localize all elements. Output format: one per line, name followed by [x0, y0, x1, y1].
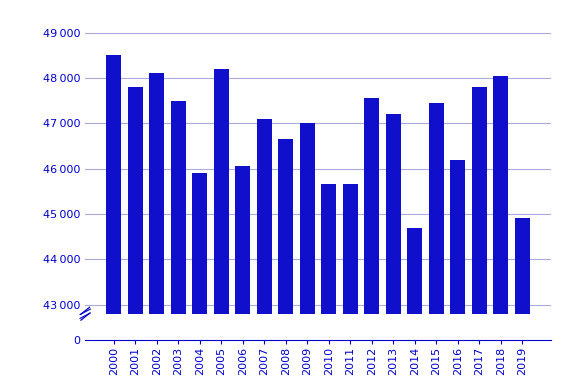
Bar [257, 314, 272, 340]
Bar [149, 73, 164, 378]
Bar [364, 314, 379, 340]
Bar [407, 314, 423, 340]
Bar [214, 69, 229, 378]
Bar [193, 314, 207, 340]
Bar [515, 314, 530, 340]
Bar [364, 98, 379, 378]
Bar [493, 314, 508, 340]
Bar [429, 103, 444, 378]
Bar [171, 314, 186, 340]
Bar [407, 228, 423, 378]
Bar [106, 55, 122, 378]
Bar [214, 314, 229, 340]
Bar [128, 87, 143, 378]
Bar [278, 139, 293, 378]
Bar [235, 314, 250, 340]
Bar [472, 314, 487, 340]
Bar [149, 314, 164, 340]
Bar [386, 114, 401, 378]
Bar [257, 119, 272, 378]
Bar [450, 160, 465, 378]
Bar [128, 314, 143, 340]
Bar [235, 166, 250, 378]
Bar [386, 314, 401, 340]
Bar [321, 184, 336, 378]
Bar [450, 314, 465, 340]
Bar [278, 314, 293, 340]
Bar [193, 173, 207, 378]
Bar [300, 123, 315, 378]
Bar [343, 314, 358, 340]
Bar [343, 184, 358, 378]
Bar [171, 101, 186, 378]
Bar [321, 314, 336, 340]
Bar [429, 314, 444, 340]
Bar [493, 76, 508, 378]
Bar [515, 218, 530, 378]
Bar [300, 314, 315, 340]
Bar [472, 87, 487, 378]
Bar [106, 314, 122, 340]
